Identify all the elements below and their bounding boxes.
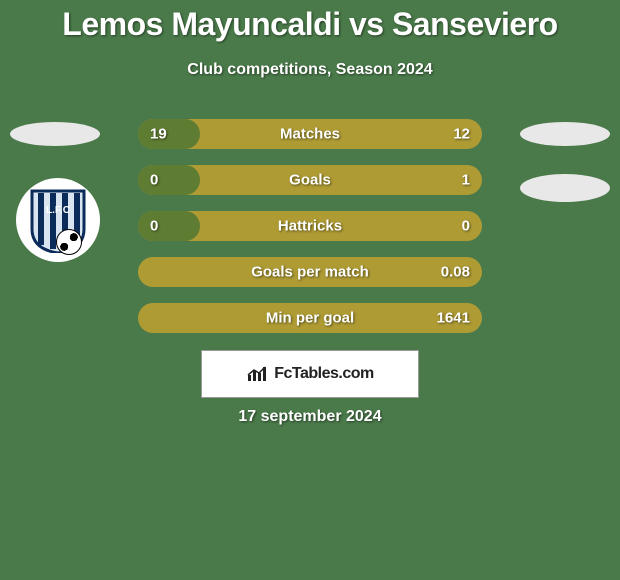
stat-label: Hattricks — [138, 218, 482, 235]
stat-row: Min per goal1641 — [138, 303, 482, 333]
club-logo-left: L.F.C — [16, 178, 100, 262]
stat-value-left: 0 — [150, 218, 158, 235]
stat-label: Goals per match — [138, 264, 482, 281]
chart-icon — [246, 365, 268, 383]
player-right-marker — [520, 122, 610, 146]
stat-label: Goals — [138, 172, 482, 189]
stat-value-left: 0 — [150, 172, 158, 189]
stat-value-right: 0.08 — [441, 264, 470, 281]
stat-value-left: 19 — [150, 126, 167, 143]
stat-bars: Matches1912Goals01Hattricks00Goals per m… — [138, 119, 482, 349]
stat-row: Hattricks0 0 — [138, 211, 482, 241]
club-logo-right — [520, 174, 610, 202]
watermark[interactable]: FcTables.com — [201, 350, 419, 398]
page-subtitle: Club competitions, Season 2024 — [0, 61, 620, 79]
comparison-card: Lemos Mayuncaldi vs Sanseviero Club comp… — [0, 0, 620, 580]
stat-label: Min per goal — [138, 310, 482, 327]
stat-value-right: 1 — [462, 172, 470, 189]
player-left-marker — [10, 122, 100, 146]
stat-row: Matches19 12 — [138, 119, 482, 149]
page-title: Lemos Mayuncaldi vs Sanseviero — [0, 0, 620, 43]
stat-value-right: 0 — [462, 218, 470, 235]
stat-label: Matches — [138, 126, 482, 143]
footer-date: 17 september 2024 — [0, 408, 620, 426]
watermark-text: FcTables.com — [274, 365, 374, 383]
stat-row: Goals0 1 — [138, 165, 482, 195]
football-icon — [56, 229, 82, 255]
shield-icon: L.F.C — [28, 187, 88, 253]
stat-value-right: 1641 — [437, 310, 470, 327]
stat-value-right: 12 — [453, 126, 470, 143]
svg-text:L.F.C: L.F.C — [46, 205, 70, 216]
stat-row: Goals per match0.08 — [138, 257, 482, 287]
